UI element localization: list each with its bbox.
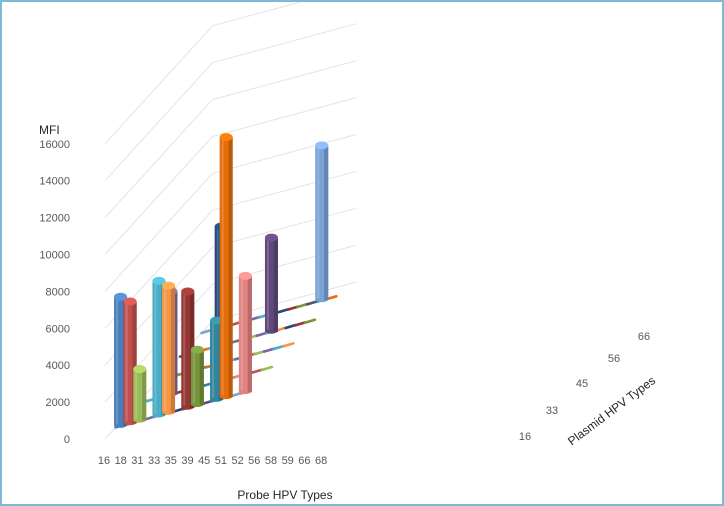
bar-highlight bbox=[154, 282, 157, 414]
y-tick-label: 10000 bbox=[39, 250, 70, 262]
floor-dash bbox=[260, 365, 274, 372]
bar-39-16 bbox=[162, 281, 176, 415]
x-axis-title: Probe HPV Types bbox=[237, 488, 332, 502]
x-tick-label: 39 bbox=[181, 455, 193, 467]
x-tick-label: 35 bbox=[165, 455, 177, 467]
y-tick-label: 2000 bbox=[46, 397, 70, 409]
y-tick-label: 0 bbox=[64, 434, 70, 446]
x-tick-label: 56 bbox=[248, 455, 260, 467]
bar-highlight bbox=[266, 239, 269, 330]
bar-56-56 bbox=[264, 233, 278, 334]
bar-highlight bbox=[216, 228, 219, 362]
depth-tick-label: 56 bbox=[608, 353, 620, 365]
bar-shade bbox=[132, 301, 137, 424]
bar-highlight bbox=[164, 287, 167, 411]
chart-walls bbox=[104, 2, 357, 440]
x-tick-label: 31 bbox=[131, 455, 143, 467]
bar-52-16 bbox=[190, 345, 204, 408]
bar-highlight bbox=[183, 293, 186, 406]
y-tick-label: 6000 bbox=[46, 323, 70, 335]
bar-highlight bbox=[212, 322, 215, 398]
x-tick-label: 51 bbox=[215, 455, 227, 467]
bar-cap bbox=[238, 271, 252, 280]
gridline bbox=[104, 23, 357, 182]
bar-shade bbox=[199, 349, 204, 406]
bar-59-16 bbox=[219, 133, 233, 400]
x-tick-label: 52 bbox=[231, 455, 243, 467]
bar-cap bbox=[133, 365, 147, 374]
bar-shade bbox=[170, 285, 176, 413]
gridline bbox=[104, 133, 357, 292]
y-axis-title: MFI bbox=[39, 123, 60, 137]
x-tick-label: 18 bbox=[115, 455, 127, 467]
depth-tick-label: 16 bbox=[519, 431, 531, 443]
bar-shade bbox=[228, 137, 233, 398]
depth-tick-label: 45 bbox=[576, 378, 588, 390]
bar-highlight bbox=[135, 371, 138, 419]
x-tick-label: 59 bbox=[282, 455, 294, 467]
gridline bbox=[104, 207, 357, 366]
y-tick-label: 4000 bbox=[46, 360, 70, 372]
gridline bbox=[104, 170, 357, 329]
depth-tick-label: 66 bbox=[638, 331, 650, 343]
gridline bbox=[104, 2, 303, 145]
bar-cap bbox=[181, 287, 195, 296]
bar-highlight bbox=[125, 303, 128, 422]
x-tick-label: 66 bbox=[298, 455, 310, 467]
bar-highlight bbox=[116, 298, 119, 424]
gridline bbox=[104, 97, 357, 255]
bar-66-66 bbox=[315, 141, 329, 303]
gridline bbox=[104, 60, 357, 218]
chart-bars bbox=[114, 133, 329, 428]
bar-shade bbox=[273, 237, 278, 332]
x-tick-label: 68 bbox=[315, 455, 327, 467]
bar-shade bbox=[324, 145, 329, 301]
bar-cap bbox=[219, 133, 233, 142]
bar-cap bbox=[162, 281, 176, 290]
floor-dash bbox=[303, 318, 317, 325]
bar-shade bbox=[247, 275, 252, 393]
x-tick-label: 45 bbox=[198, 455, 210, 467]
y-tick-label: 16000 bbox=[39, 139, 70, 151]
bar-highlight bbox=[221, 139, 224, 396]
y-tick-label: 8000 bbox=[46, 286, 70, 298]
bar-cap bbox=[114, 292, 128, 301]
bar-31-16 bbox=[133, 365, 147, 423]
bar-cap bbox=[123, 297, 137, 306]
bar-highlight bbox=[240, 277, 243, 391]
bar-shade bbox=[173, 291, 178, 395]
gridline bbox=[104, 244, 357, 403]
floor-dash bbox=[282, 342, 295, 348]
bar-shade bbox=[142, 369, 147, 421]
bar-cap bbox=[190, 345, 204, 354]
x-tick-label: 33 bbox=[148, 455, 160, 467]
bar-highlight bbox=[192, 351, 195, 404]
depth-tick-label: 33 bbox=[546, 405, 558, 417]
y-tick-label: 12000 bbox=[39, 213, 70, 225]
x-tick-label: 16 bbox=[98, 455, 110, 467]
bar-cap bbox=[152, 276, 166, 285]
bar-cap bbox=[315, 141, 329, 150]
y-tick-label: 14000 bbox=[39, 176, 70, 188]
bar-highlight bbox=[317, 147, 320, 299]
bar-cap bbox=[264, 233, 278, 242]
bar-68-16 bbox=[238, 271, 252, 395]
x-tick-label: 58 bbox=[265, 455, 277, 467]
